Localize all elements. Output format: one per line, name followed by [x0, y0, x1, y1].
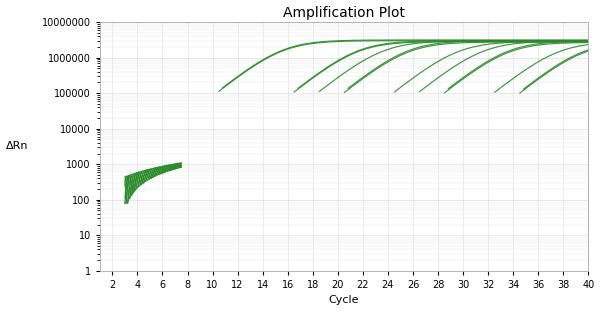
Title: Amplification Plot: Amplification Plot — [283, 6, 405, 20]
X-axis label: Cycle: Cycle — [329, 295, 359, 305]
Y-axis label: ΔRn: ΔRn — [5, 142, 28, 151]
